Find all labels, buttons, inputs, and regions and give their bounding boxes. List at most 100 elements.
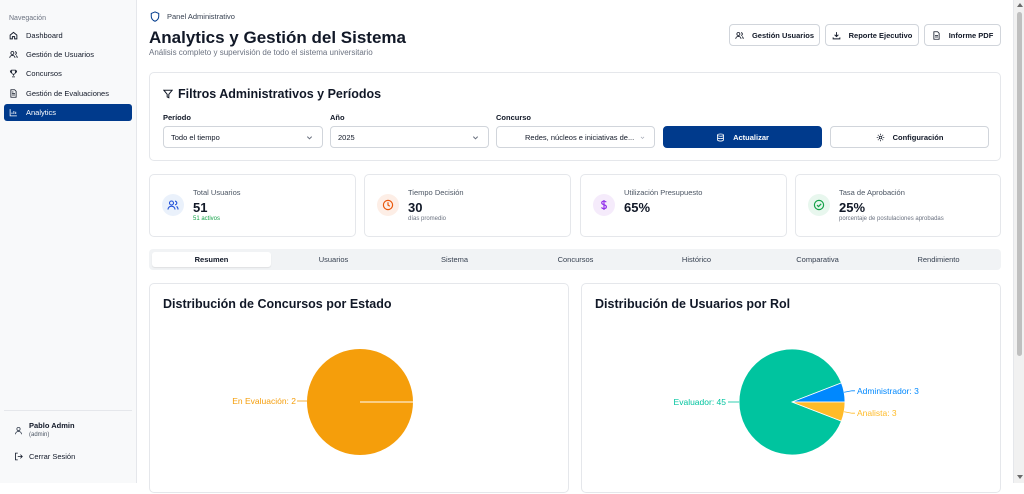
users-by-role-card: Distribución de Usuarios por Rol Evaluad…: [581, 283, 1001, 493]
year-label: Año: [330, 113, 345, 122]
nav-section-title: Navegación: [9, 15, 46, 22]
sidebar-item-evaluations[interactable]: Gestión de Evaluaciones: [4, 85, 132, 102]
users-pie-chart: Evaluador: 45 Administrador: 3 Analista: 3: [674, 348, 919, 456]
contests-pie-chart: En Evaluación: 2: [232, 349, 413, 455]
page-title: Analytics y Gestión del Sistema: [149, 28, 406, 47]
page-subtitle: Análisis completo y supervisión de todo …: [149, 48, 373, 57]
stat-icon-wrapper: [162, 194, 184, 216]
update-button[interactable]: Actualizar: [663, 126, 822, 148]
dollar-icon: [600, 200, 608, 210]
user-profile: Pablo Admin (admin): [14, 421, 75, 438]
manage-users-label: Gestión Usuarios: [751, 30, 815, 40]
tab-users[interactable]: Usuarios: [318, 255, 349, 264]
period-select-value: Todo el tiempo: [171, 132, 220, 142]
user-icon: [15, 426, 22, 435]
year-select-value: 2025: [338, 132, 355, 142]
filters-card: Filtros Administrativos y Períodos Perío…: [149, 72, 1001, 161]
tab-system[interactable]: Sistema: [440, 255, 469, 264]
scrollbar-thumb[interactable]: [1017, 12, 1022, 356]
year-select[interactable]: 2025: [330, 126, 489, 148]
pdf-report-label: Informe PDF: [948, 30, 994, 40]
main-content: Panel Administrativo Analytics y Gestión…: [137, 0, 1024, 493]
logout-button[interactable]: Cerrar Sesión: [14, 452, 75, 461]
filter-icon: [163, 89, 173, 99]
chevron-down-icon: [472, 136, 479, 140]
stat-value: 65%: [624, 200, 651, 215]
stat-icon-wrapper: [377, 194, 399, 216]
sidebar-item-analytics[interactable]: Analytics: [4, 104, 132, 121]
tab-comparative[interactable]: Comparativa: [796, 255, 839, 264]
chart-title: Distribución de Concursos por Estado: [163, 297, 392, 311]
logout-label: Cerrar Sesión: [29, 452, 76, 461]
user-role: (admin): [29, 432, 50, 438]
breadcrumb-label: Panel Administrativo: [167, 12, 235, 21]
stat-value: 30: [408, 200, 423, 215]
clock-icon: [382, 199, 394, 211]
sidebar-item-label: Analytics: [26, 108, 57, 117]
pdf-report-button[interactable]: Informe PDF: [924, 24, 1001, 46]
pie-label: En Evaluación: 2: [232, 396, 296, 406]
executive-report-label: Reporte Ejecutivo: [848, 30, 913, 40]
document-icon: [10, 89, 17, 98]
period-select[interactable]: Todo el tiempo: [163, 126, 323, 148]
home-icon: [9, 31, 18, 40]
tab-performance[interactable]: Rendimiento: [917, 255, 960, 264]
pie-label: Analista: 3: [857, 408, 897, 418]
logout-icon: [15, 452, 23, 461]
tab-contests[interactable]: Concursos: [557, 255, 594, 264]
users-icon: [167, 200, 179, 210]
contest-select-value: Redes, núcleos e iniciativas de...: [525, 132, 635, 142]
shield-icon: [150, 11, 160, 22]
stat-value: 25%: [839, 200, 866, 215]
gear-icon: [876, 133, 884, 141]
chevron-down-icon: [306, 136, 313, 140]
sidebar-item-dashboard[interactable]: Dashboard: [4, 27, 132, 44]
breadcrumb: Panel Administrativo: [150, 11, 235, 22]
stat-card-approval-rate: Tasa de Aprobación 25% porcentaje de pos…: [795, 174, 1001, 237]
scroll-down-arrow-icon[interactable]: [1017, 475, 1023, 479]
settings-button-label: Configuración: [892, 132, 944, 142]
sidebar-divider: [4, 410, 132, 411]
filters-title: Filtros Administrativos y Períodos: [178, 87, 382, 101]
manage-users-button[interactable]: Gestión Usuarios: [729, 24, 820, 46]
trophy-icon: [9, 69, 18, 78]
sidebar-item-label: Dashboard: [26, 31, 63, 40]
stat-label: Total Usuarios: [193, 188, 241, 197]
contest-select[interactable]: Redes, núcleos e iniciativas de...: [496, 126, 655, 148]
stat-card-decision-time: Tiempo Decisión 30 días promedio: [364, 174, 571, 237]
stat-value: 51: [193, 200, 208, 215]
tab-summary[interactable]: Resumen: [152, 252, 271, 267]
database-icon: [717, 133, 724, 141]
sidebar-item-contests[interactable]: Concursos: [4, 65, 132, 82]
sidebar-item-users[interactable]: Gestión de Usuarios: [4, 46, 132, 63]
scroll-up-arrow-icon[interactable]: [1017, 3, 1023, 7]
stat-icon-wrapper: [808, 194, 830, 216]
stat-label: Tasa de Aprobación: [839, 188, 905, 197]
stat-icon-wrapper: [593, 194, 615, 216]
bar-chart-icon: [9, 109, 17, 117]
page-scrollbar[interactable]: [1013, 0, 1024, 483]
contests-by-status-card: Distribución de Concursos por Estado En …: [149, 283, 569, 493]
sidebar-item-label: Gestión de Usuarios: [26, 50, 94, 59]
pie-label: Administrador: 3: [857, 386, 919, 396]
stat-card-total-users: Total Usuarios 51 51 activos: [149, 174, 356, 237]
pie-label-leader: [844, 390, 855, 393]
period-label: Período: [163, 113, 191, 122]
update-button-label: Actualizar: [733, 132, 769, 142]
user-name: Pablo Admin: [29, 421, 75, 430]
settings-button[interactable]: Configuración: [830, 126, 989, 148]
pie-slice-evaluador: [738, 348, 842, 456]
executive-report-button[interactable]: Reporte Ejecutivo: [825, 24, 919, 46]
check-circle-icon: [813, 199, 825, 211]
sidebar-item-label: Gestión de Evaluaciones: [26, 89, 109, 98]
chart-title: Distribución de Usuarios por Rol: [595, 297, 791, 311]
users-icon: [9, 51, 18, 58]
contest-label: Concurso: [496, 113, 532, 122]
stat-label: Utilización Presupuesto: [624, 188, 703, 197]
sidebar-item-label: Concursos: [26, 69, 62, 78]
pie-label: Evaluador: 45: [674, 397, 727, 407]
users-icon: [735, 31, 744, 39]
pie-label-leader: [844, 411, 855, 414]
stat-subtext: días promedio: [408, 216, 447, 222]
tab-history[interactable]: Histórico: [681, 255, 712, 264]
